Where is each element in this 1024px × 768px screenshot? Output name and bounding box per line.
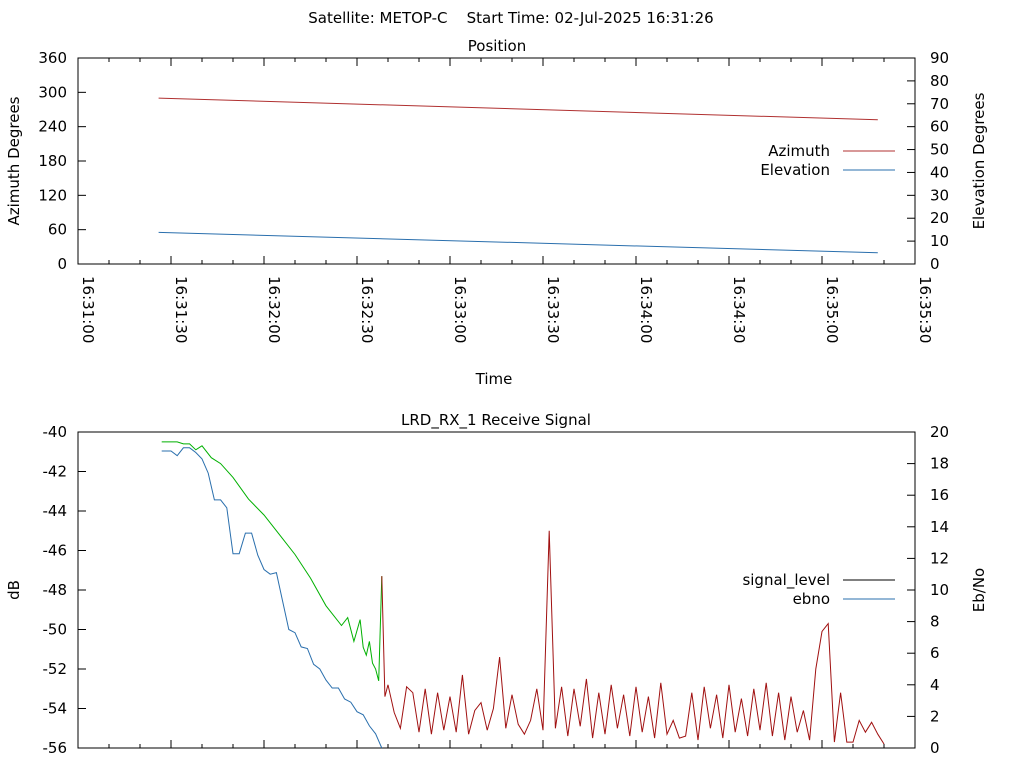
x-tick-label: 16:35:30 <box>916 276 934 343</box>
series-line-ebno <box>161 447 383 749</box>
x-tick-label: 16:32:00 <box>265 276 283 343</box>
position-series <box>158 97 878 254</box>
y2-tick-label: 2 <box>930 707 940 725</box>
y2-tick-label: 20 <box>930 423 949 441</box>
x-tick-label: 16:31:00 <box>79 276 97 343</box>
y2-tick-label: 50 <box>930 141 949 159</box>
series-line-azimuth <box>158 97 878 121</box>
y2-tick-label: 8 <box>930 613 940 631</box>
y-tick-label: -54 <box>43 700 68 718</box>
y-tick-label: 180 <box>38 152 67 170</box>
y2-tick-label: 0 <box>930 255 940 273</box>
y-tick-label: 60 <box>48 221 67 239</box>
y-tick-label: -42 <box>43 463 68 481</box>
receive-signal-legend: signal_level ebno <box>742 571 895 608</box>
position-ticks: 0 60 120 180 240 300 360 0 10 20 30 40 50 60 70 80 90 16:… <box>38 49 949 343</box>
position-title: Position <box>468 37 526 55</box>
x-tick-label: 16:34:30 <box>730 276 748 343</box>
y2-tick-label: 16 <box>930 486 949 504</box>
x-tick-label: 16:33:00 <box>451 276 469 343</box>
y-tick-label: 0 <box>57 255 67 273</box>
y-tick-label: 300 <box>38 83 67 101</box>
receive-signal-y2-axis-label: Eb/No <box>970 568 988 612</box>
position-y-axis-label: Azimuth Degrees <box>5 96 23 225</box>
legend-label-signal-level: signal_level <box>742 571 830 590</box>
series-line-signal-level-0 <box>161 441 383 682</box>
y2-tick-label: 4 <box>930 676 940 694</box>
y-tick-label: -50 <box>43 621 68 639</box>
y-tick-label: -56 <box>43 739 68 757</box>
series-line-signal-level-1 <box>381 530 885 745</box>
receive-signal-ticks: -56 -54 -52 -50 -48 -46 -44 -42 -40 0 2 4 6 8 10 12 14 16… <box>43 423 950 757</box>
y2-tick-label: 12 <box>930 549 949 567</box>
position-legend: Azimuth Elevation <box>760 142 895 179</box>
y2-tick-label: 10 <box>930 232 949 250</box>
y2-tick-label: 70 <box>930 95 949 113</box>
receive-signal-plot-frame <box>77 431 916 749</box>
y-tick-label: 120 <box>38 186 67 204</box>
y-tick-label: -48 <box>43 581 68 599</box>
y2-tick-label: 6 <box>930 644 940 662</box>
y-tick-label: -40 <box>43 423 68 441</box>
legend-label-elevation: Elevation <box>760 161 830 179</box>
x-tick-label: 16:33:30 <box>544 276 562 343</box>
y2-tick-label: 18 <box>930 455 949 473</box>
y2-tick-label: 10 <box>930 581 949 599</box>
y-tick-label: -44 <box>43 502 68 520</box>
receive-signal-series <box>161 441 885 749</box>
y2-tick-label: 60 <box>930 118 949 136</box>
x-tick-label: 16:31:30 <box>172 276 190 343</box>
receive-signal-title: LRD_RX_1 Receive Signal <box>401 411 591 430</box>
receive-signal-y-axis-label: dB <box>5 580 23 600</box>
header-title: Satellite: METOP-C Start Time: 02-Jul-20… <box>308 9 713 27</box>
y-tick-label: -46 <box>43 542 68 560</box>
y-tick-label: -52 <box>43 660 68 678</box>
position-plot: Position 0 60 120 180 240 300 360 0 10 20 30 40 50 60… <box>5 37 988 388</box>
legend-label-azimuth: Azimuth <box>768 142 830 160</box>
x-tick-label: 16:35:00 <box>823 276 841 343</box>
y2-tick-label: 20 <box>930 209 949 227</box>
y2-tick-label: 80 <box>930 72 949 90</box>
position-y2-axis-label: Elevation Degrees <box>970 92 988 229</box>
y2-tick-label: 40 <box>930 163 949 181</box>
y2-tick-label: 30 <box>930 186 949 204</box>
position-x-axis-label: Time <box>475 370 513 388</box>
y2-tick-label: 90 <box>930 49 949 67</box>
x-tick-label: 16:32:30 <box>358 276 376 343</box>
y2-tick-label: 0 <box>930 739 940 757</box>
y2-tick-label: 14 <box>930 518 949 536</box>
x-tick-label: 16:34:00 <box>637 276 655 343</box>
y-tick-label: 360 <box>38 49 67 67</box>
series-line-elevation <box>158 231 878 254</box>
legend-label-ebno: ebno <box>793 590 830 608</box>
y-tick-label: 240 <box>38 118 67 136</box>
receive-signal-plot: LRD_RX_1 Receive Signal -56-54-52-50-48-… <box>5 411 988 757</box>
